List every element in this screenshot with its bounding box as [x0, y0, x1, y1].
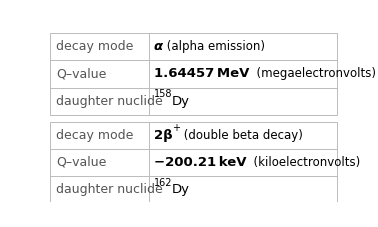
Bar: [50, 33, 337, 115]
Bar: [50, 122, 337, 203]
Text: decay mode: decay mode: [56, 129, 133, 142]
Text: (kiloelectronvolts): (kiloelectronvolts): [246, 156, 360, 169]
Text: Dy: Dy: [172, 95, 190, 108]
Text: daughter nuclide: daughter nuclide: [56, 95, 163, 108]
Text: 1.64457 MeV: 1.64457 MeV: [153, 67, 249, 81]
Text: +: +: [172, 123, 180, 133]
Text: Dy: Dy: [172, 183, 190, 196]
Text: (double beta decay): (double beta decay): [180, 129, 303, 142]
Text: Q–value: Q–value: [56, 67, 107, 81]
Text: (megaelectronvolts): (megaelectronvolts): [249, 67, 376, 81]
Text: 162: 162: [153, 178, 172, 188]
Text: 2β: 2β: [153, 129, 172, 142]
Text: Q–value: Q–value: [56, 156, 107, 169]
Text: α: α: [153, 40, 163, 53]
Text: daughter nuclide: daughter nuclide: [56, 183, 163, 196]
Text: (alpha emission): (alpha emission): [163, 40, 265, 53]
Text: 158: 158: [153, 89, 172, 99]
Text: −200.21 keV: −200.21 keV: [153, 156, 246, 169]
Text: decay mode: decay mode: [56, 40, 133, 53]
